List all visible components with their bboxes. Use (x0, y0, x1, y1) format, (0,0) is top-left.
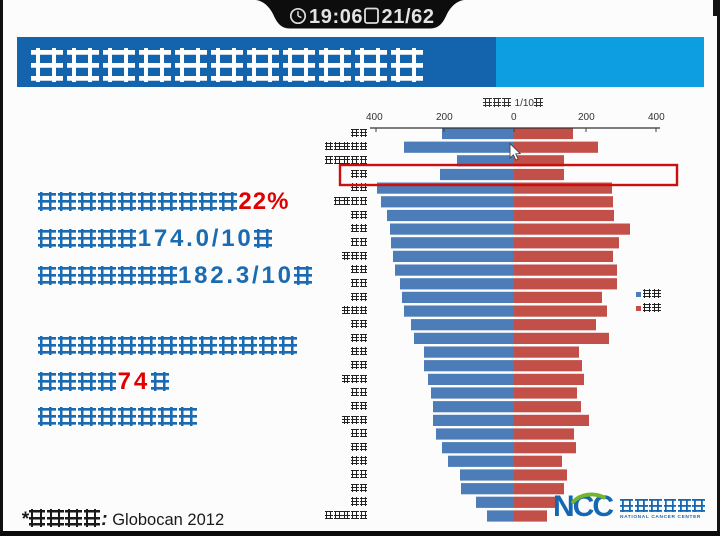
svg-text:19:06: 19:06 (309, 6, 363, 28)
svg-text:21/62: 21/62 (382, 6, 435, 28)
